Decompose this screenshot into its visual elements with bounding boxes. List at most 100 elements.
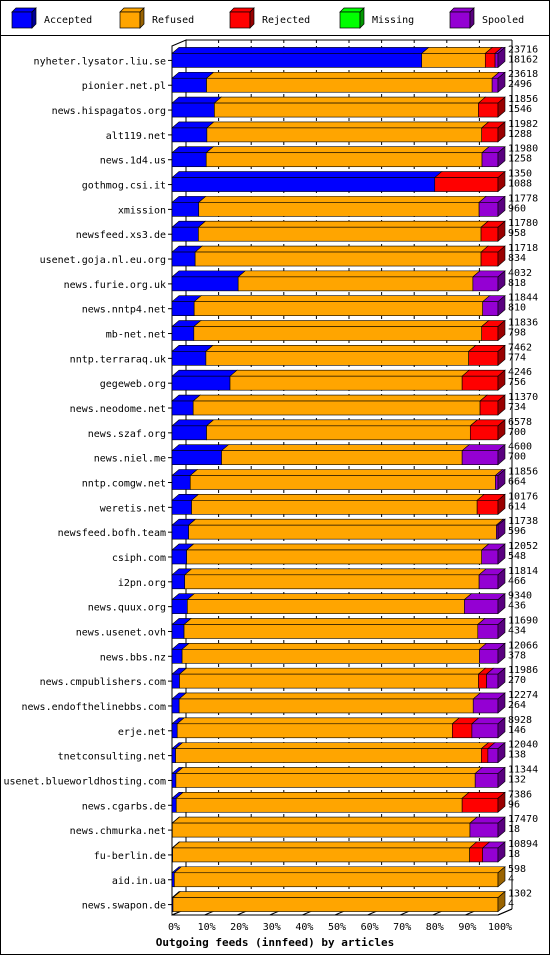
category-label: nntp.comgw.net — [82, 479, 166, 490]
bar-segment-refused — [206, 425, 471, 441]
bar-segment-spooled-side — [497, 146, 506, 168]
accepted-value-label: 378 — [508, 650, 526, 661]
accepted-value-label: 1546 — [508, 104, 532, 115]
category-label: news.bbs.nz — [100, 652, 166, 663]
bar-segment-spooled-side — [497, 617, 506, 640]
bar-segment-refused — [205, 152, 483, 168]
bar-segment-spooled-side — [497, 46, 506, 69]
bar-segment-accepted — [171, 872, 175, 888]
bar-segment-accepted — [171, 202, 200, 217]
category-label: news.swapon.de — [82, 901, 166, 912]
accepted-value-label: 834 — [508, 253, 526, 264]
offered-value-label: 11780 — [508, 218, 538, 229]
floor-tick — [497, 908, 513, 916]
bar-segment-rejected — [479, 400, 499, 416]
bar-segment-rejected — [481, 326, 499, 341]
offered-value-label: 11370 — [508, 392, 538, 403]
bar-segment-refused-top — [205, 71, 500, 79]
bar-segment-accepted — [171, 351, 207, 366]
bar-segment-spooled — [472, 698, 499, 714]
offered-value-label: 7386 — [508, 789, 532, 800]
category-label: usenet.blueworldhosting.com — [3, 776, 166, 787]
bar-segment-accepted-top — [171, 171, 443, 178]
bar-segment-refused — [172, 847, 470, 863]
bar-segment-spooled — [482, 847, 499, 863]
bar-segment-refused-top — [205, 345, 477, 352]
legend-label: Spooled — [482, 15, 524, 26]
bar-segment-rejected — [468, 351, 499, 366]
x-tick-label: 0% — [168, 922, 180, 933]
bar-segment-refused-top — [237, 270, 481, 278]
bar-segment-refused — [188, 524, 497, 540]
bar-segment-spooled — [487, 748, 499, 763]
bar-segment-refused — [172, 822, 471, 838]
bar-segment-refused — [184, 574, 480, 590]
bar-segment-spooled — [472, 276, 499, 292]
offered-value-label: 11856 — [508, 94, 538, 105]
x-tick-label: 80% — [426, 922, 444, 933]
legend-label: Missing — [372, 15, 414, 26]
bar-segment-refused — [183, 624, 479, 639]
offered-value-label: 4032 — [508, 268, 532, 279]
bar-segment-accepted — [171, 77, 207, 93]
bar-segment-accepted — [171, 127, 208, 143]
bar-segment-accepted — [171, 475, 191, 490]
bar-segment-spooled — [477, 624, 499, 639]
bar-segment-spooled-side — [497, 841, 506, 863]
bar-segment-accepted — [171, 549, 187, 565]
bar-segment-refused-top — [181, 642, 488, 650]
category-label: csiph.com — [112, 553, 166, 564]
bar-segment-rejected-side — [497, 121, 506, 143]
bar-segment-spooled — [474, 773, 499, 788]
bar-segment-refused-top — [197, 196, 487, 203]
bar-segment-accepted — [171, 748, 176, 763]
bar-segment-refused-top — [205, 419, 479, 427]
accepted-value-label: 18 — [508, 849, 520, 860]
bar-segment-accepted — [171, 524, 189, 540]
bar-segment-refused — [176, 723, 453, 739]
bar-segment-refused — [172, 897, 499, 912]
category-label: nyheter.lysator.liu.se — [34, 56, 166, 67]
bar-segment-refused — [198, 226, 482, 242]
bar-segment-refused — [175, 748, 482, 763]
legend-label: Rejected — [262, 15, 310, 26]
bar-segment-rejected-side — [497, 419, 506, 441]
bar-segment-refused — [192, 400, 481, 416]
category-label: alt119.net — [106, 131, 166, 142]
category-label: news.cmpublishers.com — [40, 677, 166, 688]
bar-segment-spooled-side — [497, 667, 506, 689]
bar-segment-refused-top — [194, 245, 489, 253]
accepted-value-label: 958 — [508, 228, 526, 239]
offered-value-label: 11778 — [508, 193, 538, 204]
category-label: usenet.goja.nl.eu.org — [40, 255, 166, 266]
accepted-value-label: 756 — [508, 377, 526, 388]
bar-segment-accepted — [171, 450, 222, 465]
offered-value-label: 8928 — [508, 715, 532, 726]
x-tick-label: 90% — [458, 922, 476, 933]
x-tick-label: 70% — [393, 922, 411, 933]
bar-segment-rejected-top — [433, 171, 506, 178]
accepted-value-label: 2496 — [508, 79, 532, 90]
bar-segment-rejected — [478, 673, 487, 689]
accepted-value-label: 270 — [508, 675, 526, 686]
bar-segment-refused-top — [171, 841, 478, 849]
category-label: newsfeed.xs3.de — [76, 230, 166, 241]
bar-segment-spooled-side — [497, 543, 506, 565]
offered-value-label: 11982 — [508, 119, 538, 130]
bar-segment-accepted — [171, 648, 183, 664]
bar-segment-spooled-side — [497, 295, 506, 317]
bar-segment-refused — [187, 599, 465, 614]
bar-segment-rejected-side — [497, 394, 506, 416]
bar-segment-spooled — [494, 53, 499, 68]
accepted-value-label: 798 — [508, 328, 526, 339]
bar-segment-refused-top — [205, 146, 490, 154]
x-tick-label: 100% — [488, 922, 512, 933]
category-label: news.niel.me — [94, 454, 166, 465]
bar-segment-spooled — [478, 202, 499, 217]
bar-segment-refused-top — [175, 767, 483, 774]
x-tick-label: 40% — [295, 922, 313, 933]
legend-swatch-side — [249, 7, 255, 29]
bar-segment-rejected — [480, 226, 499, 242]
bar-segment-spooled-side — [497, 71, 506, 93]
accepted-value-label: 4 — [508, 899, 514, 910]
